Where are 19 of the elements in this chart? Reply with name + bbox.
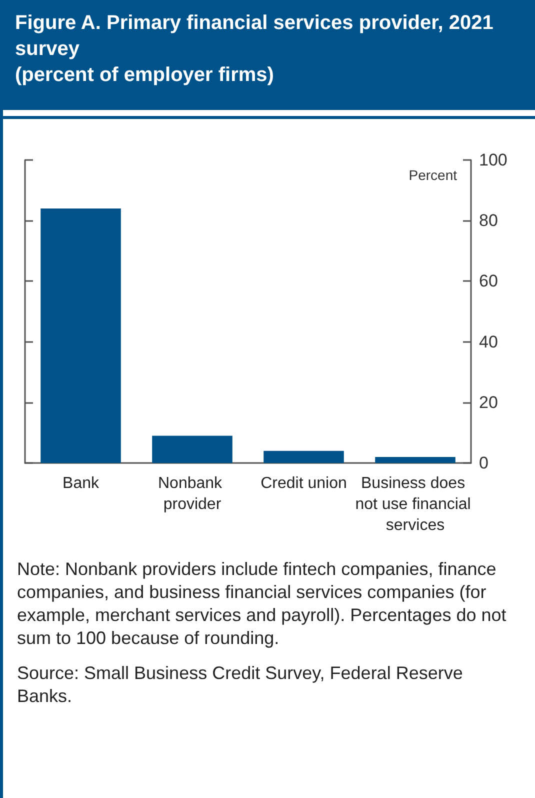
chart-title: Figure A. Primary financial services provider, 2021 survey: [15, 11, 494, 62]
y-axis-title: Percent: [408, 167, 458, 183]
x-tick-label: Business does not use financial services: [355, 475, 476, 534]
y-tick-label: 80: [479, 211, 498, 230]
x-tick-label: Credit union: [260, 475, 347, 492]
text: Note: Nonbank providers include fintech companies, finance companies, and business financial services companies (for example, merchant services and payroll). Percentages do not sum to 100 because of rounding.: [17, 558, 508, 650]
bar: [264, 450, 344, 463]
chart-subtitle: (percent of employer firms): [15, 63, 275, 88]
y-tick-label: 60: [479, 272, 498, 291]
y-tick-label: 100: [479, 150, 508, 170]
y-tick-label: 40: [479, 332, 498, 352]
bar: [40, 208, 121, 463]
y-tick-label: 0: [479, 454, 488, 472]
bar: [152, 436, 232, 463]
y-tick-label: 20: [479, 392, 498, 412]
source-note: Source: Small Business Credit Survey, Federal Reserve Banks.: [17, 662, 464, 708]
x-tick-label: Nonbank provider: [158, 475, 226, 513]
x-tick-label: Bank: [62, 475, 100, 492]
bar: [375, 456, 456, 463]
